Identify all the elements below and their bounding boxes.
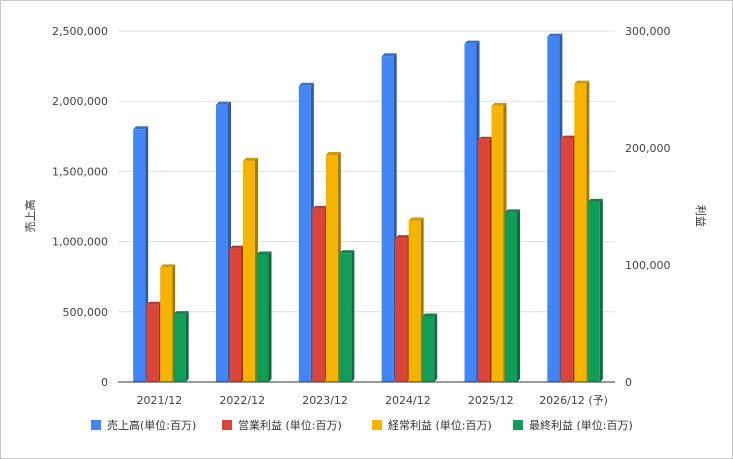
right-axis-title: 利益 xyxy=(694,205,708,227)
bar-top xyxy=(312,205,328,209)
bar xyxy=(395,238,408,382)
legend: 売上高(単位:百万) 営業利益 (単位:百万) 経常利益 (単位:百万) 最終利益 (… xyxy=(91,418,633,432)
bar-top xyxy=(408,217,424,221)
right-tick-label: 0 xyxy=(625,376,632,389)
bar xyxy=(478,139,490,382)
legend-swatch xyxy=(513,420,523,430)
bar-top xyxy=(298,82,314,86)
bar-top xyxy=(505,209,520,213)
right-axis-ticks: 0 100,000 200,000 300,000 xyxy=(625,25,671,389)
legend-label: 売上高(単位:百万) xyxy=(107,418,196,432)
bar xyxy=(587,201,600,382)
legend-swatch xyxy=(222,420,232,430)
bar-top xyxy=(381,53,397,57)
left-tick-label: 1,000,000 xyxy=(52,236,108,249)
legend-label: 営業利益 (単位:百万) xyxy=(238,418,342,432)
bar-top xyxy=(243,157,258,161)
bar-top xyxy=(464,40,480,44)
bar xyxy=(339,253,352,382)
bar xyxy=(491,105,504,382)
bar-top xyxy=(216,101,231,105)
bar-top xyxy=(133,126,149,130)
legend-swatch xyxy=(372,420,382,430)
bar-top xyxy=(547,33,563,37)
bar-top xyxy=(256,251,272,255)
bar xyxy=(381,56,394,382)
left-tick-label: 500,000 xyxy=(63,306,109,319)
bar-top xyxy=(339,250,355,254)
bar xyxy=(464,43,477,383)
category-tick-label: 2026/12 (予) xyxy=(539,394,608,407)
bar xyxy=(216,104,228,383)
left-axis-title: 売上高 xyxy=(23,200,37,233)
bar xyxy=(547,36,560,383)
category-tick-label: 2024/12 xyxy=(385,394,431,407)
bar-side xyxy=(185,311,189,382)
legend-label: 最終利益 (単位:百万) xyxy=(529,418,633,432)
bar xyxy=(160,267,173,382)
left-tick-label: 1,500,000 xyxy=(52,165,108,178)
bar xyxy=(229,248,242,382)
bar-top xyxy=(478,136,493,140)
right-tick-label: 100,000 xyxy=(625,259,671,272)
bar xyxy=(256,254,269,382)
left-tick-label: 0 xyxy=(101,376,108,389)
bar-top xyxy=(160,264,176,268)
bar xyxy=(146,304,159,382)
bar-side xyxy=(599,198,603,382)
bar xyxy=(422,316,435,382)
left-axis-ticks: 0 500,000 1,000,000 1,500,000 2,000,000 2,500… xyxy=(52,25,108,389)
bar xyxy=(325,155,338,382)
bar-top xyxy=(395,235,411,239)
bar xyxy=(505,212,517,382)
bar xyxy=(574,83,587,383)
category-tick-label: 2022/12 xyxy=(219,394,265,407)
bar-top xyxy=(491,102,507,106)
bar xyxy=(408,220,421,382)
bars-layer xyxy=(133,33,603,383)
bar xyxy=(298,85,311,383)
right-tick-label: 300,000 xyxy=(625,25,671,38)
left-tick-label: 2,500,000 xyxy=(52,25,108,38)
bar xyxy=(133,129,146,382)
bar-top xyxy=(574,80,590,84)
legend-label: 経常利益 (単位:百万) xyxy=(388,418,492,432)
bar xyxy=(312,208,325,382)
right-tick-label: 200,000 xyxy=(625,142,671,155)
bar xyxy=(560,138,573,382)
bar-side xyxy=(517,209,520,382)
category-tick-label: 2023/12 xyxy=(302,394,348,407)
bar-top xyxy=(422,313,438,317)
legend-swatch xyxy=(91,420,101,430)
bar xyxy=(243,160,255,382)
bar xyxy=(173,314,186,382)
bar-top xyxy=(325,152,341,156)
category-axis-ticks: 2021/12 2022/12 2023/12 2024/12 2025/12 2026/… xyxy=(137,394,608,407)
bar-side xyxy=(351,250,355,382)
category-tick-label: 2025/12 xyxy=(468,394,514,407)
bar-top xyxy=(587,198,603,202)
grid-layer xyxy=(118,30,615,313)
category-tick-label: 2021/12 xyxy=(137,394,183,407)
bar-top xyxy=(173,311,189,315)
bar-side xyxy=(268,251,272,382)
left-tick-label: 2,000,000 xyxy=(52,95,108,108)
bar-top xyxy=(146,301,162,305)
bar-top xyxy=(229,245,245,249)
bar-top xyxy=(560,135,576,139)
bar-side xyxy=(434,313,438,382)
